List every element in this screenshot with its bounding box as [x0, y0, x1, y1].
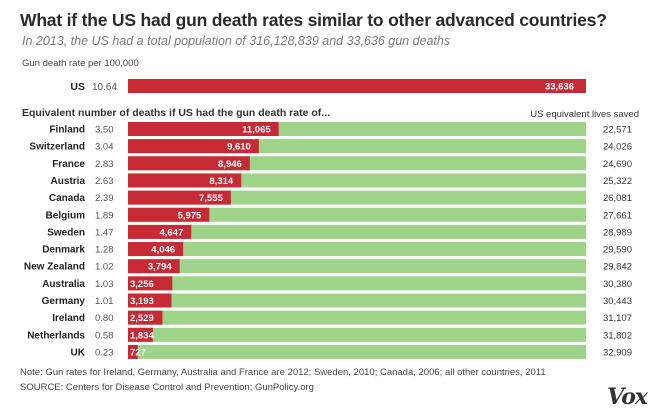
deaths-label-belgium: 5,975 [178, 210, 202, 221]
saved-label-denmark: 29,590 [603, 245, 632, 256]
deaths-label-netherlands: 1,834 [130, 330, 154, 341]
country-label-germany: Germany [42, 296, 86, 307]
country-label-france: France [52, 159, 85, 170]
deaths-label-canada: 7,555 [199, 193, 223, 204]
deaths-label-finland: 11,065 [242, 125, 271, 136]
rate-label-canada: 2.39 [95, 193, 114, 204]
saved-header: US equivalent lives saved [530, 109, 639, 120]
rate-label-australia: 1.03 [95, 279, 114, 290]
rate-label-belgium: 1.89 [95, 210, 114, 221]
saved-bar-australia [128, 276, 586, 291]
saved-bar-austria [128, 173, 586, 188]
rate-label-netherlands: 0.58 [95, 330, 114, 341]
saved-bar-new-zealand [128, 259, 586, 274]
saved-label-australia: 30,380 [603, 279, 632, 290]
saved-label-austria: 25,322 [603, 176, 632, 187]
deaths-bar-netherlands [128, 327, 153, 342]
us-deaths-label: 33,636 [545, 82, 574, 93]
rate-label-switzerland: 3.04 [95, 142, 114, 153]
rate-label-denmark: 1.28 [95, 245, 114, 256]
saved-label-ireland: 31,107 [603, 313, 632, 324]
saved-bar-germany [128, 293, 586, 308]
country-label-switzerland: Switzerland [29, 142, 85, 153]
saved-bar-ireland [128, 310, 586, 325]
deaths-bar-new-zealand [128, 259, 180, 274]
country-label-austria: Austria [51, 176, 86, 187]
deaths-bar-canada [128, 190, 231, 205]
deaths-bar-austria [128, 173, 242, 188]
deaths-label-switzerland: 9,610 [227, 142, 251, 153]
country-label-australia: Australia [42, 279, 85, 290]
deaths-bar-denmark [128, 242, 184, 257]
saved-label-finland: 22,571 [603, 125, 632, 136]
chart-title: What if the US had gun death rates simil… [20, 10, 607, 30]
deaths-label-sweden: 4,647 [159, 227, 183, 238]
deaths-bar-switzerland [128, 139, 259, 154]
saved-label-belgium: 27,661 [603, 210, 632, 221]
country-label-new-zealand: New Zealand [24, 262, 85, 273]
saved-label-switzerland: 24,026 [603, 142, 632, 153]
deaths-label-germany: 3,193 [130, 296, 154, 307]
equivalent-header: Equivalent number of deaths if US had th… [22, 107, 331, 119]
us-country-label: US [70, 81, 85, 93]
deaths-bar-finland [128, 122, 279, 136]
saved-label-france: 24,690 [603, 159, 632, 170]
rate-label-germany: 1.01 [95, 296, 114, 307]
footnote: Note: Gun rates for Ireland, Germany, Au… [20, 367, 546, 378]
country-label-canada: Canada [49, 193, 86, 204]
country-label-sweden: Sweden [47, 227, 85, 238]
saved-bar-belgium [128, 207, 586, 222]
saved-bar-denmark [128, 242, 586, 257]
saved-label-sweden: 28,989 [603, 227, 632, 238]
deaths-bar-france [128, 156, 250, 171]
chart-subtitle: In 2013, the US had a total population o… [22, 34, 451, 48]
rate-label-sweden: 1.47 [95, 227, 114, 238]
deaths-label-austria: 8,314 [209, 176, 233, 187]
deaths-bar-ireland [128, 310, 163, 325]
deaths-label-france: 8,946 [218, 159, 242, 170]
us-deaths-bar [128, 79, 586, 93]
saved-bar-sweden [128, 224, 586, 239]
saved-label-netherlands: 31,802 [603, 330, 632, 341]
deaths-label-new-zealand: 3,794 [148, 262, 172, 273]
saved-label-uk: 32,909 [603, 347, 632, 358]
deaths-bar-uk [128, 344, 138, 359]
vox-logo: Vox [607, 384, 648, 410]
rate-label-finland: 3.50 [95, 125, 114, 136]
saved-bar-uk [128, 344, 586, 359]
us-rate-label: 10.64 [92, 82, 117, 93]
rate-caption: Gun death rate per 100,000 [22, 58, 139, 69]
country-label-ireland: Ireland [52, 313, 85, 324]
source-note: SOURCE: Centers for Disease Control and … [20, 382, 314, 393]
deaths-label-uk: 727 [130, 347, 146, 358]
deaths-bar-australia [128, 276, 173, 291]
rate-label-ireland: 0.80 [95, 313, 114, 324]
saved-label-germany: 30,443 [603, 296, 632, 307]
country-label-belgium: Belgium [46, 210, 86, 221]
deaths-label-ireland: 2,529 [130, 313, 154, 324]
deaths-bar-sweden [128, 224, 192, 239]
rate-label-uk: 0.23 [95, 347, 114, 358]
country-label-finland: Finland [49, 125, 85, 136]
deaths-bar-belgium [128, 207, 210, 222]
deaths-label-australia: 3,256 [130, 279, 154, 290]
rate-label-france: 2.83 [95, 159, 114, 170]
saved-label-new-zealand: 29,842 [603, 262, 632, 273]
country-label-uk: UK [71, 347, 86, 358]
saved-label-canada: 26,081 [603, 193, 632, 204]
saved-bar-netherlands [128, 327, 586, 342]
deaths-label-denmark: 4,046 [151, 245, 175, 256]
saved-bar-canada [128, 190, 586, 205]
rate-label-austria: 2.63 [95, 176, 114, 187]
country-label-netherlands: Netherlands [27, 330, 85, 341]
rate-label-new-zealand: 1.02 [95, 262, 114, 273]
deaths-bar-germany [128, 293, 172, 308]
country-label-denmark: Denmark [42, 245, 85, 256]
